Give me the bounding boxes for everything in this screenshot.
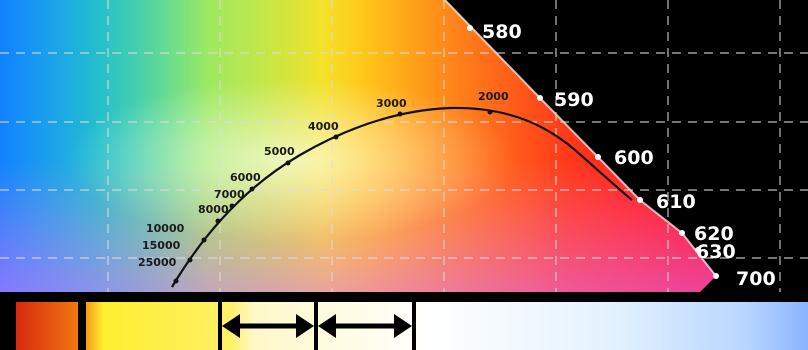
locus-point-5000 xyxy=(285,160,291,166)
locus-point-2000 xyxy=(487,109,493,115)
wl-label: 700 xyxy=(736,268,776,290)
temp-label: 7000 xyxy=(214,188,245,201)
locus-point-10000 xyxy=(201,237,207,243)
locus-point-25000 xyxy=(173,278,179,284)
locus-point-6000 xyxy=(249,186,255,192)
locus-point-3000 xyxy=(397,111,403,117)
wl-point-580 xyxy=(467,25,473,31)
strip-divider xyxy=(412,296,416,350)
planckian-locus-curve xyxy=(171,106,633,288)
strip-divider xyxy=(314,296,318,350)
temp-label: 6000 xyxy=(230,171,261,184)
temp-label: 10000 xyxy=(146,222,185,235)
legend-strip xyxy=(0,292,808,350)
wl-point-700 xyxy=(713,273,719,279)
wl-label: 580 xyxy=(482,21,522,43)
wl-label: 610 xyxy=(656,191,696,213)
locus-point-4000 xyxy=(333,134,339,140)
temp-label: 8000 xyxy=(198,203,229,216)
wl-point-600 xyxy=(595,154,601,160)
spectral-locus-line xyxy=(444,0,717,277)
temp-label: 5000 xyxy=(264,145,295,158)
wl-label: 620 xyxy=(694,223,734,245)
wl-point-610 xyxy=(637,197,643,203)
locus-point-15000 xyxy=(187,257,193,263)
strip-divider xyxy=(218,296,222,350)
temperature-labels: 25000 15000 10000 8000 7000 6000 5000 40… xyxy=(138,90,509,269)
wl-label: 630 xyxy=(696,241,736,263)
wavelength-markers xyxy=(467,25,719,279)
wl-point-590 xyxy=(537,95,543,101)
wl-point-620 xyxy=(679,230,685,236)
temp-label: 25000 xyxy=(138,256,177,269)
locus-point-7000 xyxy=(229,203,235,209)
temp-label: 15000 xyxy=(142,239,181,252)
temp-label: 2000 xyxy=(478,90,509,103)
double-arrow-neutral-icon xyxy=(318,314,412,338)
wavelength-labels: 580 590 600 610 620 630 700 xyxy=(482,21,776,290)
temp-label: 4000 xyxy=(308,120,339,133)
strip-divider xyxy=(78,296,86,350)
wl-label: 600 xyxy=(614,147,654,169)
double-arrow-warm-icon xyxy=(222,314,314,338)
temp-label: 3000 xyxy=(376,97,407,110)
wl-point-630 xyxy=(695,247,701,253)
locus-point-8000 xyxy=(215,218,221,224)
grid xyxy=(0,0,808,292)
wl-label: 590 xyxy=(554,89,594,111)
locus-points xyxy=(173,109,493,284)
